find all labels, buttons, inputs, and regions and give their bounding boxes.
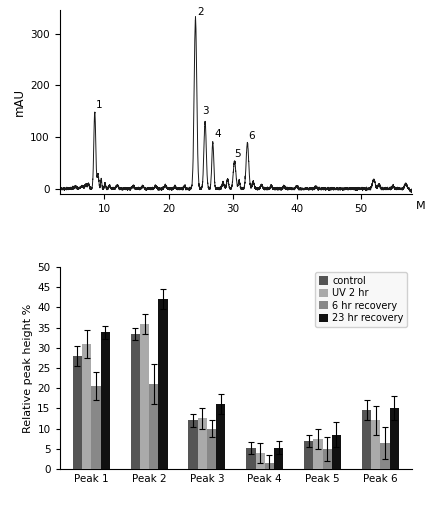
Bar — [149, 384, 159, 469]
Bar — [101, 332, 110, 469]
Text: 1: 1 — [96, 100, 103, 109]
Legend: control, UV 2 hr, 6 hr recovery, 23 hr recovery: control, UV 2 hr, 6 hr recovery, 23 hr r… — [314, 272, 408, 327]
Text: Min: Min — [416, 201, 425, 211]
Y-axis label: mAU: mAU — [13, 88, 26, 116]
Bar — [304, 441, 313, 469]
Bar — [159, 300, 167, 469]
Bar — [323, 449, 332, 469]
Bar — [390, 408, 399, 469]
Bar — [198, 418, 207, 469]
Bar — [313, 439, 323, 469]
Text: 4: 4 — [215, 129, 221, 139]
Bar — [246, 448, 255, 469]
Bar — [332, 435, 341, 469]
Y-axis label: Relative peak height %: Relative peak height % — [23, 303, 33, 432]
Bar — [91, 386, 101, 469]
Bar — [362, 411, 371, 469]
Bar — [380, 443, 390, 469]
Bar — [130, 333, 140, 469]
Bar — [188, 420, 198, 469]
Bar — [140, 324, 149, 469]
Text: 6: 6 — [249, 131, 255, 141]
Text: 3: 3 — [203, 106, 209, 116]
Bar — [255, 453, 265, 469]
Bar — [82, 344, 91, 469]
Bar — [207, 429, 216, 469]
Bar — [265, 463, 274, 469]
Text: 2: 2 — [197, 7, 204, 17]
Bar — [371, 420, 380, 469]
Text: 5: 5 — [235, 148, 241, 159]
Bar — [216, 404, 226, 469]
Bar — [73, 356, 82, 469]
Bar — [274, 448, 283, 469]
